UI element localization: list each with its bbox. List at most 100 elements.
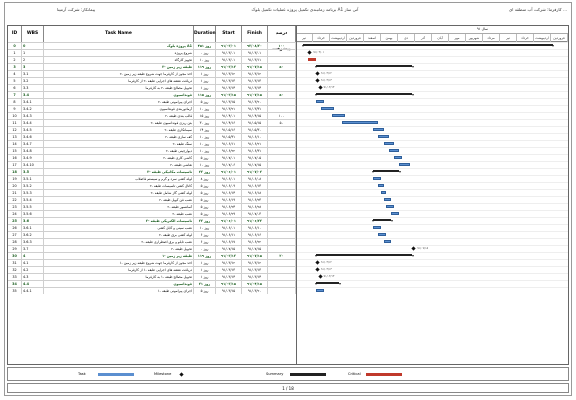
table-row[interactable]: 24 3.5.6 نصب طبقه -۲ ۵ روز ۹۱/۰۶/۲۹ ۹۱/۰۷/۰۳ xyxy=(8,210,296,217)
table-row[interactable]: 20 3.5.2 کانال کشی تاسیسات طبقه -۲ ۵ روز ۹۱/… xyxy=(8,182,296,189)
gantt-task-bar[interactable] xyxy=(373,226,381,229)
table-row[interactable]: 27 3.6.2 لوله کشی برق طبقه -۲ ۶ روز ۹۱/۰۶/۱۱… xyxy=(8,231,296,238)
column-header[interactable]: WBS xyxy=(22,26,44,42)
cell-finish: ۹۱/۰۶/۲۱ xyxy=(242,141,268,147)
cell-pct xyxy=(268,246,296,252)
cell-finish: ۹۱/۰۳/۰۱ xyxy=(242,50,268,56)
column-header[interactable]: درصد پیشرفت xyxy=(268,26,296,52)
gantt-task-bar[interactable] xyxy=(388,149,400,152)
table-row[interactable]: 16 3.4.9 کاشی کاری طبقه -۲ ۵ روز ۹۱/۰۷/۰۱ ۹۱/… xyxy=(8,154,296,161)
column-header[interactable]: Start xyxy=(216,26,242,42)
gantt-task-bar[interactable] xyxy=(386,205,394,208)
gantt-task-bar[interactable] xyxy=(381,191,387,194)
table-row[interactable]: 21 3.5.3 لوله کشی گاز شامل طبقه -۲ ۵ روز ۹۱/… xyxy=(8,189,296,196)
gantt-summary-bar[interactable] xyxy=(301,44,554,47)
gantt-milestone[interactable] xyxy=(315,266,320,272)
table-row[interactable]: 4 3.1 اخذ مجوز از کارفرما جهت شروع طبقه زی… xyxy=(8,70,296,77)
gantt-milestone[interactable] xyxy=(317,84,323,90)
table-row[interactable]: 1 1 شروع پروژه ۰ روز ۹۱/۰۳/۰۱ ۹۱/۰۳/۰۱ xyxy=(8,49,296,56)
table-row[interactable]: 29 3.7 تحویل طبقه -۲ ۰ روز ۹۱/۰۷/۱۵ ۹۱/۰۷/۱۵ xyxy=(8,245,296,252)
gantt-milestone[interactable] xyxy=(315,70,320,76)
table-row[interactable]: 32 4.2 دریافت نقشه های اجرایی طبقه -۱ از ک… xyxy=(8,266,296,273)
cell-name: نصب تابلو و برق اضطراری طبقه -۲ xyxy=(44,239,194,245)
table-row[interactable]: 28 3.6.3 نصب تابلو و برق اضطراری طبقه -۲ ۶ … xyxy=(8,238,296,245)
cell-finish: ۹۱/۰۳/۳۱ xyxy=(242,106,268,112)
cell-start: ۹۱/۰۶/۲۹ xyxy=(216,211,242,217)
table-row[interactable]: 3 3 طبقه زیر زمین -۲ ۱۱۹ روز ۹۱/۰۳/۱۲ ۹۱/۰۷/۱… xyxy=(8,63,296,70)
gantt-summary-bar[interactable] xyxy=(314,65,414,68)
cell-wbs: 3.4.7 xyxy=(22,141,44,147)
gantt-task-bar[interactable] xyxy=(383,198,392,201)
gantt-task-bar[interactable] xyxy=(316,289,324,292)
table-row[interactable]: 14 3.4.7 سنگ طبقه -۲ ۱۰ روز ۹۱/۰۶/۱۱ ۹۱/۰۶/۲۱ xyxy=(8,140,296,147)
gantt-task-bar[interactable] xyxy=(378,233,387,236)
gantt-task-bar[interactable] xyxy=(321,107,335,110)
gantt-milestone[interactable] xyxy=(315,259,320,265)
table-row[interactable]: 8 3.4.1 اجرای پیرامونی طبقه -۲ ۵ روز ۹۱/۰۳/۱… xyxy=(8,98,296,105)
table-row[interactable]: 13 3.4.6 کف سازی طبقه -۲ ۱۰ روز ۹۱/۰۵/۳۱ ۹۱/۰… xyxy=(8,133,296,140)
table-row[interactable]: 15 3.4.8 دیوارچینی طبقه -۲ ۱۰ روز ۹۱/۰۶/۲۲ ۹۱… xyxy=(8,147,296,154)
gantt-critical-bar[interactable] xyxy=(308,58,316,61)
gantt-task-bar[interactable] xyxy=(378,135,389,138)
column-header[interactable]: Finish xyxy=(242,26,268,42)
cell-start: ۹۱/۰۶/۰۱ xyxy=(216,176,242,182)
cell-wbs: 3.1 xyxy=(22,71,44,77)
table-row[interactable]: 33 4.3 تحویل مصالح طبقه -۱ به کارفرما ۱ روز… xyxy=(8,273,296,280)
gantt-milestone[interactable] xyxy=(317,273,323,279)
gantt-task-bar[interactable] xyxy=(399,163,410,166)
gantt-summary-bar[interactable] xyxy=(314,93,414,96)
cell-dur: ۵ روز xyxy=(194,183,216,189)
table-row[interactable]: 11 3.4.4 بتن ریزی فونداسیون طبقه -۲ ۳۰ روز ۹… xyxy=(8,119,296,126)
gantt-summary-bar[interactable] xyxy=(371,170,401,173)
gantt-month: فروردین xyxy=(347,34,364,42)
gantt-summary-bar[interactable] xyxy=(314,254,414,257)
table-row[interactable]: 23 3.5.5 آسانسور طبقه -۲ ۵ روز ۹۱/۰۶/۲۴ ۹۱/۰۶… xyxy=(8,203,296,210)
table-row[interactable]: 30 4 طبقه زیر زمین -۱ ۱۱۹ روز ۹۱/۰۳/۱۲ ۹۱/۰۷/… xyxy=(8,252,296,259)
table-row[interactable]: 22 3.5.4 نصب فن کویل طبقه -۲ ۵ روز ۹۱/۰۶/۱۹ ۹… xyxy=(8,196,296,203)
gantt-task-bar[interactable] xyxy=(316,100,324,103)
task-table: ID WBS Task Name Duration Start Finish درصد پی… xyxy=(7,25,297,365)
cell-wbs: 3.4.8 xyxy=(22,148,44,154)
gantt-task-bar[interactable] xyxy=(331,114,345,117)
gantt-task-bar[interactable] xyxy=(383,240,392,243)
cell-dur: ۳۲ روز xyxy=(194,169,216,175)
table-row[interactable]: 31 4.1 اخذ مجوز از کارفرما جهت شروع طبقه ز… xyxy=(8,259,296,266)
gantt-milestone[interactable] xyxy=(307,49,312,55)
table-row[interactable]: 0 0 پروژه بلوک A1 ۴۵۱ روز ۹۱/۰۳/۰۱ ۹۲/۰۸/۲۰ ۱۰… xyxy=(8,42,296,49)
gantt-month: شهریور xyxy=(466,34,483,42)
cell-pct xyxy=(268,155,296,161)
cell-wbs: 3.4 xyxy=(22,92,44,98)
table-row[interactable]: 34 4.4 فونداسیون ۳۱ روز ۹۱/۰۳/۱۵ ۹۱/۰۴/۱۵ xyxy=(8,280,296,287)
gantt-milestone-label: ۹۱/۰۳/۱۳ xyxy=(321,267,332,271)
gantt-task-bar[interactable] xyxy=(383,142,394,145)
gantt-summary-bar[interactable] xyxy=(371,219,394,222)
column-header[interactable]: Task Name xyxy=(44,26,194,42)
table-row[interactable]: 12 3.4.5 سیمانکاری طبقه -۲ ۱۴ روز ۹۱/۰۵/۱۶ ۹۱… xyxy=(8,126,296,133)
column-header[interactable]: Duration xyxy=(194,26,216,42)
gantt-task-bar[interactable] xyxy=(378,184,384,187)
gantt-milestone[interactable] xyxy=(411,245,416,251)
gantt-milestone[interactable] xyxy=(315,77,320,83)
cell-name: طبقه زیر زمین -۲ xyxy=(44,64,194,70)
table-row[interactable]: 6 3.3 تحویل مصالح طبقه -۲ به کارفرما ۱ روز ۹… xyxy=(8,84,296,91)
gantt-task-bar[interactable] xyxy=(373,177,381,180)
table-row[interactable]: 18 3.5 تاسیسات مکانیکی طبقه -۲ ۳۲ روز ۹۱/۰۶/… xyxy=(8,168,296,175)
table-row[interactable]: 10 3.4.3 قالب بندی طبقه -۲ ۱۵ روز ۹۱/۰۴/۰۱ ۹۱… xyxy=(8,112,296,119)
gantt-summary-bar[interactable] xyxy=(314,282,342,285)
gantt-task-bar[interactable] xyxy=(373,128,384,131)
gantt-task-bar[interactable] xyxy=(394,156,402,159)
gantt-task-bar[interactable] xyxy=(342,121,379,124)
table-row[interactable]: 5 3.2 دریافت نقشه های اجرایی طبقه -۲ از کا… xyxy=(8,77,296,84)
table-row[interactable]: 26 3.6.1 نصب سینی و کابل کشی ۱۰ روز ۹۱/۰۶/۰۱… xyxy=(8,224,296,231)
table-row[interactable]: 19 3.5.1 لوله کشی سرد و گرم و سیستم فاضلاب… xyxy=(8,175,296,182)
table-row[interactable]: 17 3.4.10 نقاشی طبقه -۲ ۱۰ روز ۹۱/۰۷/۰۶ ۹۱/۰۷… xyxy=(8,161,296,168)
gantt-row-line xyxy=(297,49,568,50)
cell-dur: ۳۰ روز xyxy=(194,120,216,126)
table-row[interactable]: 35 4.4.1 اجرای پیرامونی طبقه -۱ ۵ روز ۹۱/۰۳/… xyxy=(8,287,296,294)
table-row[interactable]: 9 3.4.2 آرماتوربندی فونداسیون ۱۰ روز ۹۱/۰۳/۲… xyxy=(8,105,296,112)
table-row[interactable]: 2 2 تجهیز کارگاه ۱۰ روز ۹۱/۰۳/۰۱ ۹۱/۰۳/۱۱ xyxy=(8,56,296,63)
column-header[interactable]: ID xyxy=(8,26,22,42)
table-row[interactable]: 25 3.6 تاسیسات الکتریکی طبقه -۲ ۲۲ روز ۹۱/۰۶… xyxy=(8,217,296,224)
table-row[interactable]: 7 3.4 فونداسیون ۱۱۵ روز ۹۱/۰۳/۱۵ ۹۱/۰۷/۱۵ ۵۰ xyxy=(8,91,296,98)
gantt-task-bar[interactable] xyxy=(391,212,400,215)
